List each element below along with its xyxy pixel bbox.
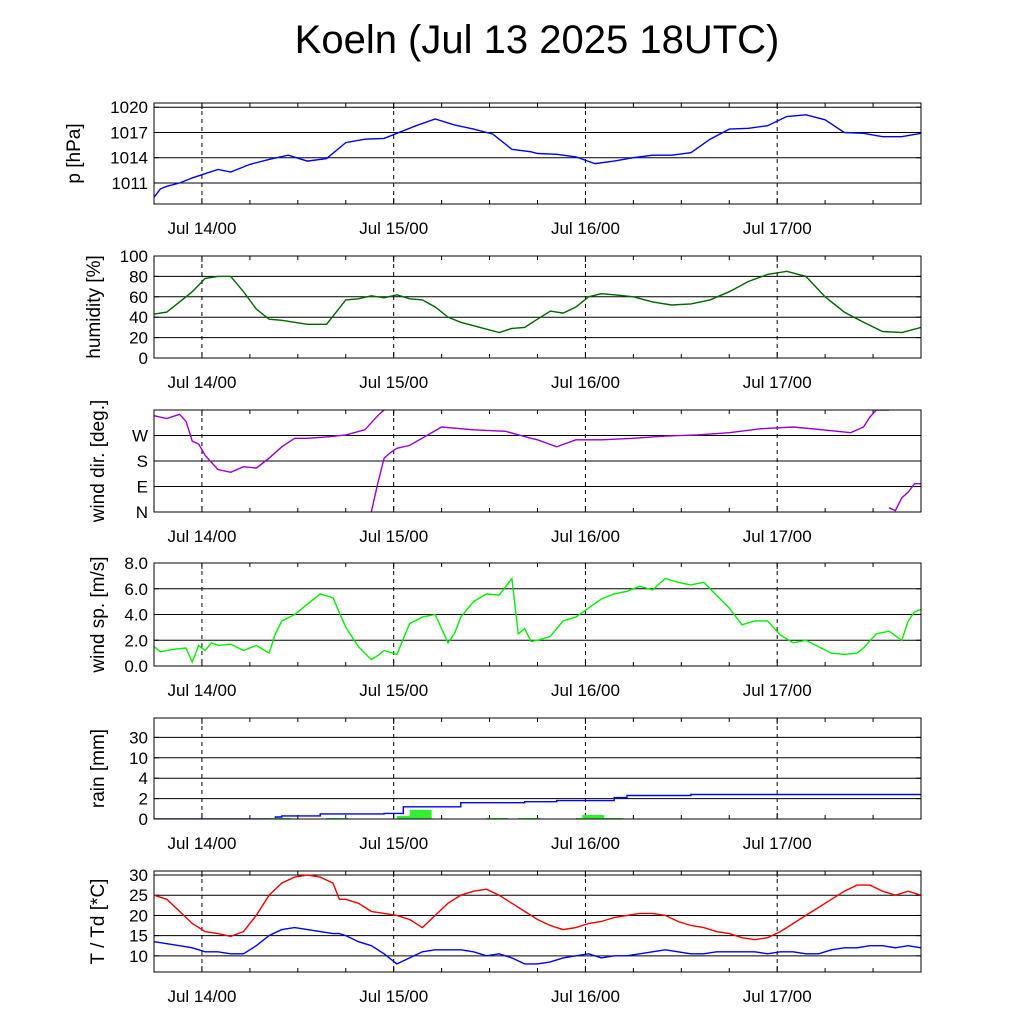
pressure-x-tick-label: Jul 16/00 — [551, 219, 620, 238]
pressure-y-tick-label: 1014 — [110, 149, 148, 168]
wind_speed-y-tick-label: 2.0 — [124, 631, 148, 650]
wind_speed-x-tick-label: Jul 15/00 — [359, 681, 428, 700]
temperature-y-tick-label: 30 — [129, 866, 148, 885]
humidity-x-tick-label: Jul 17/00 — [743, 373, 812, 392]
humidity-ylabel: humidity [%] — [84, 255, 105, 358]
wind_dir-frame — [153, 409, 922, 513]
rain-y-tick-label: 4 — [139, 769, 148, 788]
humidity-y-tick-label: 80 — [129, 267, 148, 286]
temperature-x-tick-label: Jul 16/00 — [551, 987, 620, 1006]
rain-bar — [409, 809, 432, 819]
humidity-y-tick-label: 60 — [129, 288, 148, 307]
wind_dir-y-tick-label: W — [132, 427, 148, 446]
temperature-x-tick-label: Jul 17/00 — [743, 987, 812, 1006]
pressure-y-tick-label: 1011 — [111, 174, 148, 193]
humidity-y-tick-label: 20 — [129, 329, 148, 348]
rain-bar — [518, 817, 541, 819]
wind_dir-x-tick-label: Jul 14/00 — [167, 527, 236, 546]
humidity-frame — [153, 255, 922, 359]
temperature-y-tick-label: 15 — [129, 927, 148, 946]
wind_speed-y-tick-label: 8.0 — [124, 554, 148, 573]
rain-y-tick-label: 30 — [129, 728, 148, 747]
wind_dir-series-line — [370, 410, 889, 512]
pressure-x-tick-label: Jul 15/00 — [359, 219, 428, 238]
rain-bar — [601, 817, 624, 819]
rain-bar — [486, 817, 509, 819]
wind_dir-series-line — [888, 483, 921, 512]
humidity-y-tick-label: 40 — [129, 308, 148, 327]
rain-bar — [269, 817, 292, 819]
wind_speed-y-tick-label: 4.0 — [124, 606, 148, 625]
temperature-x-tick-label: Jul 15/00 — [359, 987, 428, 1006]
wind_speed-x-tick-label: Jul 14/00 — [167, 681, 236, 700]
pressure-y-tick-label: 1017 — [110, 123, 148, 142]
wind_speed-ylabel: wind sp. [m/s] — [88, 556, 109, 673]
rain-bar — [326, 817, 349, 819]
temperature-series-line — [154, 874, 921, 941]
pressure-x-tick-label: Jul 17/00 — [743, 219, 812, 238]
wind_dir-ylabel: wind dir. [deg.] — [88, 400, 109, 524]
wind_dir-series-line — [154, 410, 385, 474]
temperature-series-line — [154, 926, 921, 965]
rain-y-tick-label: 0 — [139, 810, 148, 829]
wind_speed-frame — [153, 562, 922, 667]
pressure-ylabel: p [hPa] — [64, 123, 85, 183]
wind_dir-y-tick-label: N — [136, 503, 148, 522]
rain-series-line — [154, 793, 921, 819]
wind_dir-y-tick-label: E — [137, 478, 148, 497]
rain-x-tick-label: Jul 16/00 — [551, 834, 620, 853]
wind_dir-x-tick-label: Jul 15/00 — [359, 527, 428, 546]
pressure-series-line — [154, 114, 921, 198]
wind_speed-x-tick-label: Jul 17/00 — [743, 681, 812, 700]
pressure-x-tick-label: Jul 14/00 — [167, 219, 236, 238]
humidity-series-line — [154, 270, 921, 334]
rain-x-tick-label: Jul 17/00 — [743, 834, 812, 853]
wind_speed-y-tick-label: 6.0 — [124, 580, 148, 599]
humidity-x-tick-label: Jul 15/00 — [359, 373, 428, 392]
pressure-y-tick-label: 1020 — [110, 98, 148, 117]
humidity-y-tick-label: 0 — [139, 349, 148, 368]
temperature-y-tick-label: 25 — [129, 886, 148, 905]
wind_speed-series-line — [154, 576, 921, 664]
wind_dir-x-tick-label: Jul 17/00 — [743, 527, 812, 546]
wind_dir-y-tick-label: S — [137, 452, 148, 471]
temperature-y-tick-label: 20 — [129, 906, 148, 925]
rain-frame — [153, 717, 922, 820]
temperature-x-tick-label: Jul 14/00 — [167, 987, 236, 1006]
humidity-x-tick-label: Jul 14/00 — [167, 373, 236, 392]
rain-x-tick-label: Jul 14/00 — [167, 834, 236, 853]
rain-y-tick-label: 2 — [139, 790, 148, 809]
humidity-x-tick-label: Jul 16/00 — [551, 373, 620, 392]
temperature-frame — [153, 870, 922, 973]
temperature-ylabel: T / Td [*C] — [88, 879, 109, 965]
rain-bar — [582, 814, 605, 819]
wind_speed-x-tick-label: Jul 16/00 — [551, 681, 620, 700]
chart-title: Koeln (Jul 13 2025 18UTC) — [294, 18, 780, 62]
wind_speed-y-tick-label: 0.0 — [124, 657, 148, 676]
rain-x-tick-label: Jul 15/00 — [359, 834, 428, 853]
pressure-frame — [153, 102, 922, 205]
temperature-y-tick-label: 10 — [129, 947, 148, 966]
rain-ylabel: rain [mm] — [88, 729, 109, 808]
wind_dir-x-tick-label: Jul 16/00 — [551, 527, 620, 546]
humidity-y-tick-label: 100 — [120, 247, 148, 266]
rain-y-tick-label: 10 — [129, 749, 148, 768]
